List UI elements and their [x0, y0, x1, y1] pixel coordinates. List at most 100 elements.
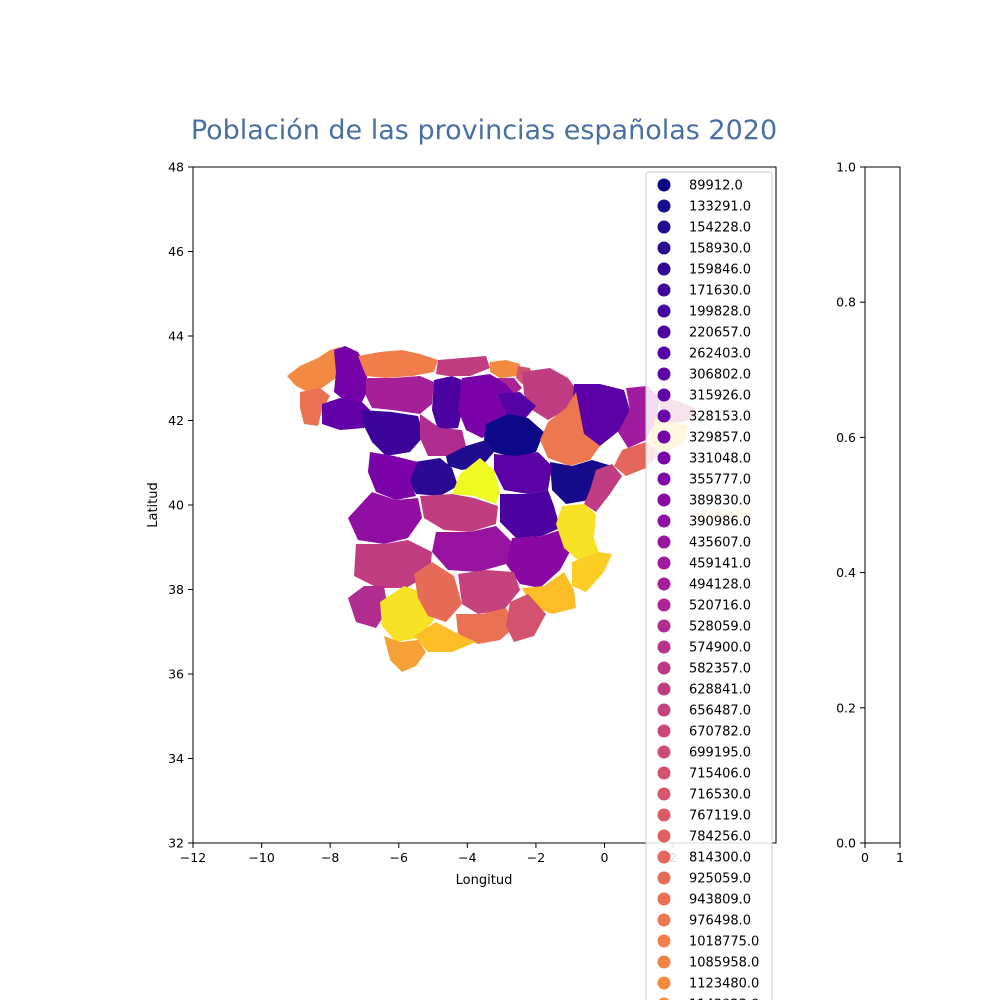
- legend-marker: [657, 640, 671, 654]
- province-huesca: [572, 384, 630, 446]
- y-tick-label: 48: [168, 160, 184, 175]
- y-tick-label: 38: [168, 582, 184, 597]
- legend-label: 1085958.0: [689, 956, 759, 971]
- province-toledo: [420, 494, 498, 532]
- province-salamanca: [368, 452, 418, 500]
- province-albacete: [506, 530, 572, 588]
- colorbar-x-tick-label: 1: [896, 850, 904, 865]
- legend-marker: [657, 808, 671, 822]
- legend-label: 582357.0: [689, 662, 751, 677]
- legend-marker: [657, 325, 671, 339]
- legend-marker: [657, 619, 671, 633]
- province-madrid: [452, 458, 500, 504]
- province-pontevedra: [300, 388, 330, 426]
- colorbar-y-tick-label: 0.0: [836, 836, 856, 851]
- legend-label: 574900.0: [689, 641, 751, 656]
- legend-label: 656487.0: [689, 704, 751, 719]
- legend-marker: [657, 955, 671, 969]
- province-soria: [484, 414, 544, 458]
- legend: 89912.0 133291.0 154228.0 158930.0 159846.0 1…: [645, 171, 773, 1000]
- legend-marker: [657, 220, 671, 234]
- province-zaragoza: [540, 392, 600, 466]
- province-jaen: [458, 570, 520, 614]
- legend-label: 715406.0: [689, 767, 751, 782]
- province-almeria: [506, 594, 546, 642]
- y-tick-label: 32: [168, 836, 184, 851]
- legend-label: 628841.0: [689, 683, 751, 698]
- legend-label: 390986.0: [689, 515, 751, 530]
- province-malaga: [414, 622, 476, 652]
- province-badajoz: [354, 540, 432, 588]
- y-tick-label: 42: [168, 413, 184, 428]
- province-avila: [408, 458, 458, 496]
- legend-marker: [657, 535, 671, 549]
- y-tick-label: 40: [168, 498, 184, 513]
- legend-marker: [657, 682, 671, 696]
- figure-title: Población de las provincias españolas 20…: [191, 115, 777, 146]
- legend-label: 976498.0: [689, 914, 751, 929]
- legend-label: 520716.0: [689, 599, 751, 614]
- legend-marker: [657, 367, 671, 381]
- colorbar-y-tick-label: 0.6: [836, 430, 856, 445]
- colorbar-frame: [864, 166, 901, 844]
- legend-label: 154228.0: [689, 221, 751, 236]
- x-tick-label: −2: [527, 850, 545, 865]
- province-granada: [456, 608, 516, 644]
- legend-marker: [657, 976, 671, 990]
- province-leon: [366, 376, 434, 414]
- legend-label: 670782.0: [689, 725, 751, 740]
- x-tick-label: −12: [180, 850, 206, 865]
- legend-label: 814300.0: [689, 851, 751, 866]
- spain-provinces: [287, 346, 754, 672]
- y-tick-label: 44: [168, 329, 184, 344]
- province-caceres: [348, 492, 422, 544]
- legend-box: [645, 171, 773, 1000]
- legend-label: 331048.0: [689, 452, 751, 467]
- legend-label: 459141.0: [689, 557, 751, 572]
- legend-label: 1143023.0: [689, 998, 759, 1000]
- legend-marker: [657, 766, 671, 780]
- colorbar-y-tick-label: 0.4: [836, 565, 856, 580]
- province-ourense: [322, 398, 372, 430]
- province-cadiz: [384, 636, 426, 672]
- legend-entries: 89912.0 133291.0 154228.0 158930.0 159846.0 1…: [657, 178, 759, 1000]
- legend-label: 1123480.0: [689, 977, 759, 992]
- legend-marker: [657, 871, 671, 885]
- legend-marker: [657, 346, 671, 360]
- province-cantabria: [436, 356, 490, 376]
- legend-marker: [657, 241, 671, 255]
- province-palencia: [432, 376, 464, 430]
- legend-marker: [657, 661, 671, 675]
- province-lugo: [334, 346, 368, 402]
- legend-marker: [657, 493, 671, 507]
- province-cordoba: [414, 562, 462, 622]
- x-tick-label: 0: [601, 850, 609, 865]
- map-x-ticks: −12−10−8−6−4−202: [180, 843, 677, 865]
- legend-marker: [657, 724, 671, 738]
- y-tick-label: 36: [168, 667, 184, 682]
- legend-label: 784256.0: [689, 830, 751, 845]
- legend-label: 943809.0: [689, 893, 751, 908]
- legend-label: 329857.0: [689, 431, 751, 446]
- y-tick-label: 34: [168, 751, 184, 766]
- legend-marker: [657, 472, 671, 486]
- x-axis-label: Longitud: [456, 873, 513, 888]
- legend-marker: [657, 598, 671, 612]
- legend-label: 133291.0: [689, 200, 751, 215]
- province-zamora: [362, 410, 424, 456]
- legend-label: 220657.0: [689, 326, 751, 341]
- legend-marker: [657, 388, 671, 402]
- province-valladolid: [420, 414, 466, 456]
- colorbar-y-tick-label: 1.0: [836, 160, 856, 175]
- legend-label: 925059.0: [689, 872, 751, 887]
- legend-label: 494128.0: [689, 578, 751, 593]
- legend-label: 355777.0: [689, 473, 751, 488]
- province-navarra: [522, 368, 578, 420]
- legend-label: 328153.0: [689, 410, 751, 425]
- x-tick-label: −4: [458, 850, 476, 865]
- legend-label: 262403.0: [689, 347, 751, 362]
- legend-label: 159846.0: [689, 263, 751, 278]
